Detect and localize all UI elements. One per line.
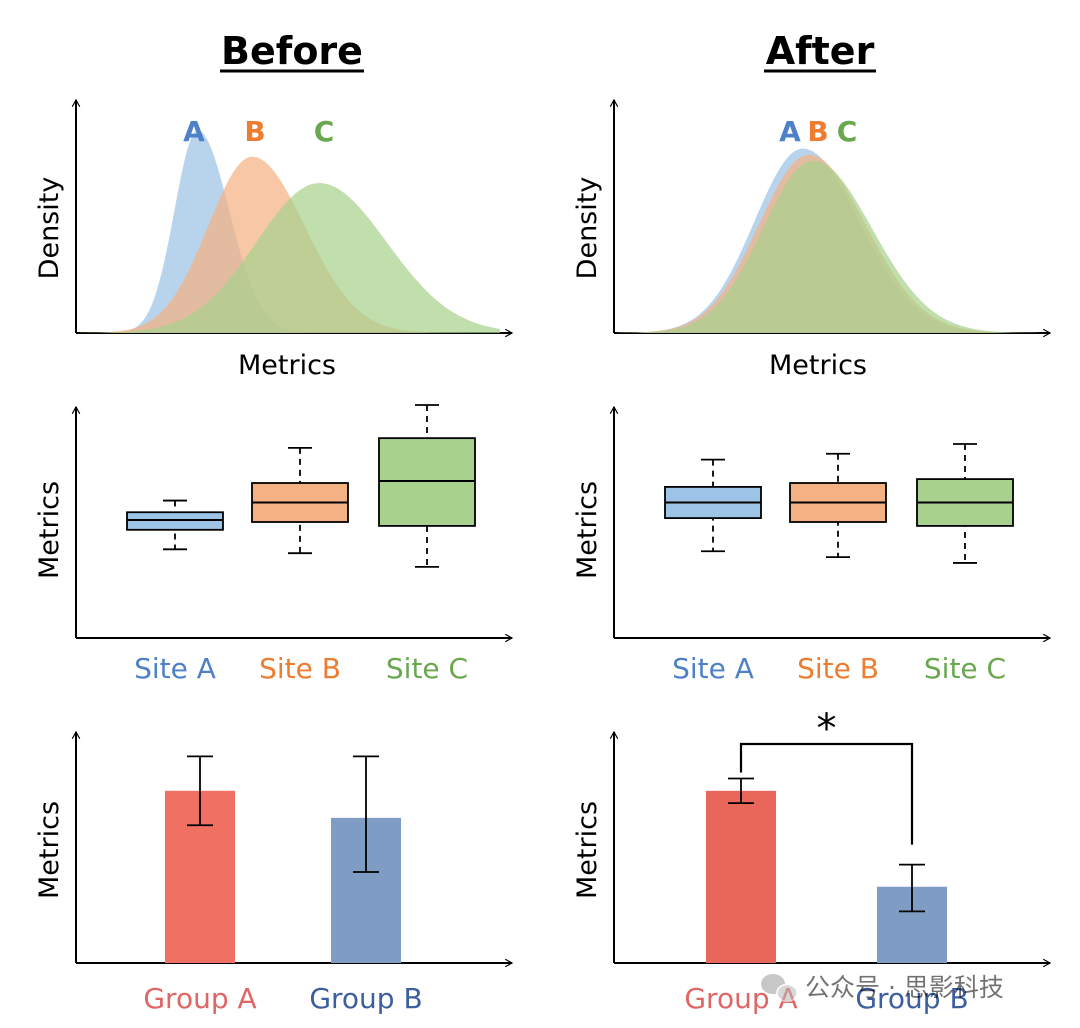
curve-label-c: C <box>314 115 335 148</box>
watermark: 公众号 · 思影科技 <box>761 973 1004 1003</box>
y-axis-label: Metrics <box>34 801 65 899</box>
y-axis-label: Density <box>572 177 603 280</box>
category-label-group-a: Group A <box>143 982 256 1015</box>
wechat-icon <box>761 974 798 1003</box>
category-label-b: Site B <box>259 652 341 685</box>
box-a <box>664 458 762 553</box>
error-bar-group-b <box>899 863 925 913</box>
after-title: After <box>766 29 875 73</box>
category-label-a: Site A <box>672 652 754 685</box>
category-label-a: Site A <box>134 652 216 685</box>
error-bar-group-b <box>353 755 379 873</box>
category-label-group-b: Group B <box>309 982 422 1015</box>
bar-after-panel: Group A Group B* Metrics <box>572 706 1052 1015</box>
density-before-panel: A B C Density Metrics <box>34 98 514 381</box>
bar-group-a <box>706 790 776 963</box>
curve-label-b: B <box>807 115 828 148</box>
bar-before-panel: Group A Group B Metrics <box>34 730 514 1015</box>
curve-label-a: A <box>183 115 205 148</box>
box-after-panel: Site A Site B Site C Metrics <box>572 405 1052 685</box>
box-c <box>378 404 476 568</box>
category-label-b: Site B <box>797 652 879 685</box>
error-bar-group-a <box>187 755 213 827</box>
curve-label-c: C <box>837 115 858 148</box>
significance-marker: * <box>817 706 837 752</box>
before-title: Before <box>221 29 363 73</box>
category-label-c: Site C <box>924 652 1006 685</box>
category-label-group-b: Group B <box>855 982 968 1015</box>
y-axis-label: Metrics <box>572 801 603 899</box>
curve-label-a: A <box>779 115 801 148</box>
y-axis-label: Metrics <box>572 481 603 579</box>
watermark-text: 公众号 · 思影科技 <box>805 973 1004 1002</box>
curve-label-b: B <box>244 115 265 148</box>
density-curve-c <box>618 160 1038 333</box>
error-bar-group-a <box>728 777 754 804</box>
box-before-panel: Site A Site B Site C Metrics <box>34 404 514 685</box>
box-c <box>916 443 1014 564</box>
x-axis-label: Metrics <box>238 350 336 381</box>
box-b <box>789 452 887 558</box>
x-axis-label: Metrics <box>769 350 867 381</box>
y-axis-label: Metrics <box>34 481 65 579</box>
box-b <box>251 446 349 555</box>
density-curve-c <box>80 183 500 333</box>
box-a <box>126 499 224 551</box>
category-label-c: Site C <box>386 652 468 685</box>
y-axis-label: Density <box>34 177 65 280</box>
significance-bracket <box>739 742 914 845</box>
